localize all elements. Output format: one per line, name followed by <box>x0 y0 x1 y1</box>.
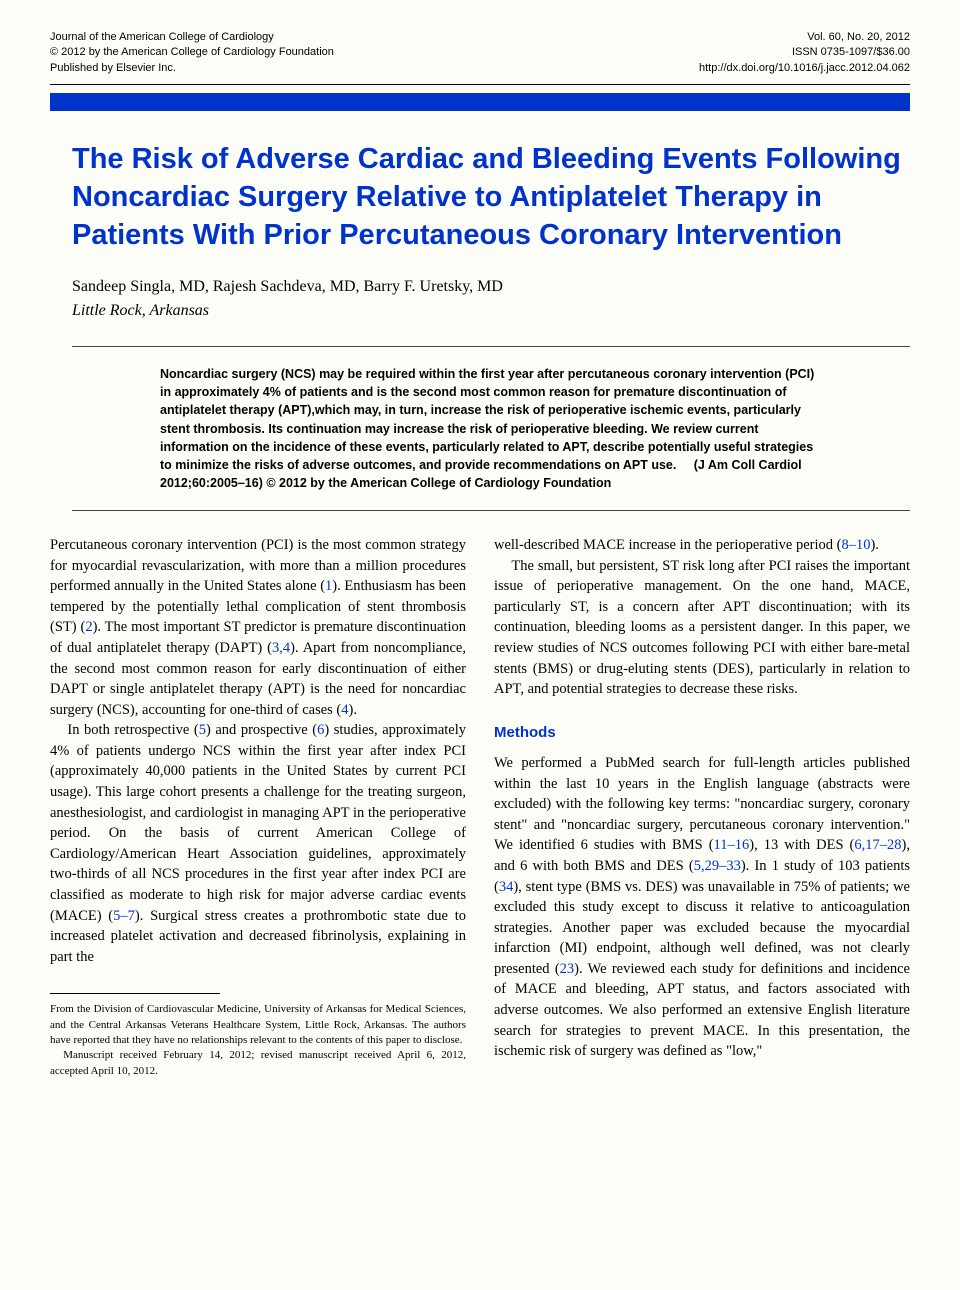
header-divider <box>50 84 910 85</box>
author-list: Sandeep Singla, MD, Rajesh Sachdeva, MD,… <box>72 278 910 296</box>
header-left: Journal of the American College of Cardi… <box>50 30 334 76</box>
methods-heading: Methods <box>494 722 910 743</box>
footnote-dates: Manuscript received February 14, 2012; r… <box>50 1048 466 1079</box>
ref-link[interactable]: 8–10 <box>841 537 870 553</box>
body-paragraph: In both retrospective (5) and prospectiv… <box>50 720 466 967</box>
ref-link[interactable]: 5 <box>199 722 206 738</box>
ref-link[interactable]: 34 <box>499 879 514 895</box>
page-container: Journal of the American College of Cardi… <box>0 0 960 1119</box>
body-columns: Percutaneous coronary intervention (PCI)… <box>50 535 910 1079</box>
body-paragraph: The small, but persistent, ST risk long … <box>494 556 910 700</box>
doi-link[interactable]: http://dx.doi.org/10.1016/j.jacc.2012.04… <box>699 61 910 76</box>
ref-link[interactable]: 6,17–28 <box>854 837 901 853</box>
blue-accent-bar <box>50 93 910 111</box>
ref-link[interactable]: 3,4 <box>272 640 290 656</box>
ref-link[interactable]: 5–7 <box>113 908 135 924</box>
column-right: well-described MACE increase in the peri… <box>494 535 910 1079</box>
footnote-divider <box>50 993 220 994</box>
abstract-text: Noncardiac surgery (NCS) may be required… <box>160 367 814 472</box>
abstract-divider <box>72 510 910 511</box>
journal-name: Journal of the American College of Cardi… <box>50 30 334 45</box>
ref-link[interactable]: 23 <box>560 961 575 977</box>
copyright-line: © 2012 by the American College of Cardio… <box>50 45 334 60</box>
issn-info: ISSN 0735-1097/$36.00 <box>699 45 910 60</box>
article-title: The Risk of Adverse Cardiac and Bleeding… <box>72 141 910 254</box>
abstract: Noncardiac surgery (NCS) may be required… <box>160 365 820 492</box>
journal-header: Journal of the American College of Cardi… <box>50 30 910 76</box>
footnote-block: From the Division of Cardiovascular Medi… <box>50 1002 466 1079</box>
author-location: Little Rock, Arkansas <box>72 302 910 320</box>
body-paragraph: well-described MACE increase in the peri… <box>494 535 910 556</box>
header-right: Vol. 60, No. 20, 2012 ISSN 0735-1097/$36… <box>699 30 910 76</box>
ref-link[interactable]: 2 <box>85 619 92 635</box>
title-block: The Risk of Adverse Cardiac and Bleeding… <box>50 111 910 346</box>
volume-info: Vol. 60, No. 20, 2012 <box>699 30 910 45</box>
publisher-line: Published by Elsevier Inc. <box>50 61 334 76</box>
ref-link[interactable]: 5,29–33 <box>694 858 741 874</box>
footnote-affiliation: From the Division of Cardiovascular Medi… <box>50 1002 466 1048</box>
ref-link[interactable]: 11–16 <box>714 837 750 853</box>
body-paragraph: Percutaneous coronary intervention (PCI)… <box>50 535 466 720</box>
ref-link[interactable]: 4 <box>341 702 348 718</box>
body-paragraph: We performed a PubMed search for full-le… <box>494 753 910 1062</box>
title-divider <box>72 346 910 347</box>
column-left: Percutaneous coronary intervention (PCI)… <box>50 535 466 1079</box>
